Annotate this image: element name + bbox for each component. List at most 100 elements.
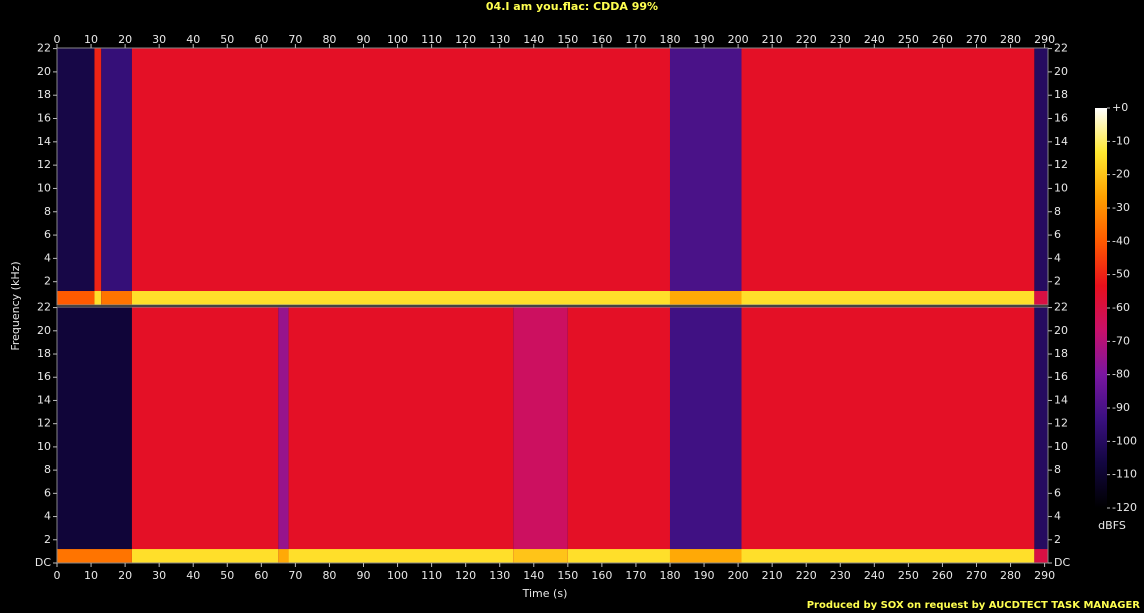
spectrum-segment — [741, 307, 1035, 563]
low-band-segment — [101, 291, 132, 305]
x-tick-label: 260 — [932, 33, 953, 46]
y-tick-label: 4 — [44, 510, 51, 523]
x-tick-label: 280 — [1000, 33, 1021, 46]
x-tick-label: 210 — [762, 33, 783, 46]
x-tick-label: 30 — [152, 33, 166, 46]
x-tick-label: 30 — [152, 569, 166, 582]
y-tick-label: 20 — [37, 324, 51, 337]
low-band-segment — [131, 549, 279, 563]
x-tick-label: 120 — [455, 33, 476, 46]
x-tick-label: 140 — [523, 569, 544, 582]
x-tick-label: 40 — [186, 569, 200, 582]
x-tick-label: 60 — [254, 33, 268, 46]
spectrum-segment — [288, 307, 514, 563]
y-tick-label: 12 — [1054, 417, 1068, 430]
x-tick-label: 150 — [557, 33, 578, 46]
y-tick-label: 8 — [44, 205, 51, 218]
x-tick-label: 160 — [591, 33, 612, 46]
low-band-segment — [669, 291, 742, 305]
y-tick-label: 10 — [1054, 181, 1068, 194]
spectrum-segment — [101, 48, 132, 305]
x-tick-label: 270 — [966, 569, 987, 582]
y-tick-label: 10 — [1054, 440, 1068, 453]
x-tick-label: 0 — [54, 569, 61, 582]
colorbar-tick-label: -40 — [1112, 234, 1130, 247]
low-band-segment — [1034, 549, 1048, 563]
spectrum-segment — [567, 307, 670, 563]
colorbar-tick-label: -110 — [1112, 468, 1137, 481]
x-tick-label: 290 — [1034, 33, 1055, 46]
y-tick-label: 22 — [37, 301, 51, 314]
x-tick-label: 220 — [796, 569, 817, 582]
y-tick-label: 14 — [37, 393, 51, 406]
x-axis-label: Time (s) — [522, 587, 568, 600]
x-tick-label: 120 — [455, 569, 476, 582]
colorbar-tick-label: -90 — [1112, 401, 1130, 414]
x-tick-label: 160 — [591, 569, 612, 582]
colorbar-tick-label: -60 — [1112, 301, 1130, 314]
x-tick-label: 170 — [625, 33, 646, 46]
spectrum-segment — [669, 307, 742, 563]
y-tick-label: 16 — [37, 112, 51, 125]
x-tick-label: 200 — [728, 33, 749, 46]
panel-frame — [56, 306, 1049, 564]
x-tick-label: 240 — [864, 569, 885, 582]
y-tick-label: 8 — [1054, 205, 1061, 218]
y-tick-label: 4 — [1054, 251, 1061, 264]
y-tick-label: DC — [35, 556, 51, 569]
y-tick-label: 6 — [44, 486, 51, 499]
colorbar-label: dBFS — [1098, 519, 1126, 532]
x-tick-label: 180 — [659, 569, 680, 582]
spectrum-segment — [1034, 307, 1048, 563]
y-tick-label: 6 — [44, 228, 51, 241]
y-tick-label: 18 — [37, 347, 51, 360]
y-tick-label: 20 — [1054, 324, 1068, 337]
spectrum-segment — [1034, 48, 1048, 305]
x-tick-label: 100 — [387, 569, 408, 582]
footer: Produced by SOX on request by AUCDTECT T… — [807, 600, 1141, 611]
colorbar-tick-label: -80 — [1112, 368, 1130, 381]
x-tick-label: 280 — [1000, 569, 1021, 582]
y-tick-label: 14 — [1054, 135, 1068, 148]
y-tick-label: 2 — [1054, 533, 1061, 546]
y-axis-label: Frequency (kHz) — [9, 261, 22, 350]
x-tick-label: 90 — [356, 569, 370, 582]
x-tick-label: 110 — [421, 33, 442, 46]
low-band-segment — [1034, 291, 1048, 305]
x-tick-label: 0 — [54, 33, 61, 46]
y-tick-label: 18 — [1054, 347, 1068, 360]
low-band-segment — [57, 549, 132, 563]
x-tick-label: 290 — [1034, 569, 1055, 582]
low-band-segment — [669, 549, 742, 563]
low-band-segment — [741, 291, 1035, 305]
spectrum-segment — [94, 48, 102, 305]
x-tick-label: 230 — [830, 33, 851, 46]
y-tick-label: 16 — [1054, 370, 1068, 383]
x-tick-label: 10 — [84, 569, 98, 582]
y-tick-label: 16 — [1054, 112, 1068, 125]
low-band-segment — [741, 549, 1035, 563]
x-tick-label: 70 — [288, 33, 302, 46]
x-tick-label: 40 — [186, 33, 200, 46]
y-tick-label: 4 — [1054, 510, 1061, 523]
low-band-segment — [567, 549, 670, 563]
x-tick-label: 250 — [898, 569, 919, 582]
x-tick-label: 90 — [356, 33, 370, 46]
low-band-segment — [94, 291, 102, 305]
x-tick-label: 260 — [932, 569, 953, 582]
x-tick-label: 250 — [898, 33, 919, 46]
spectrum-segment — [131, 48, 670, 305]
x-tick-label: 240 — [864, 33, 885, 46]
colorbar-tick-label: -120 — [1112, 501, 1137, 514]
spectrum-segment — [513, 307, 568, 563]
y-tick-label: 6 — [1054, 228, 1061, 241]
x-tick-label: 180 — [659, 33, 680, 46]
x-tick-label: 80 — [322, 569, 336, 582]
x-tick-label: 70 — [288, 569, 302, 582]
low-band-segment — [57, 291, 95, 305]
y-tick-label: 10 — [37, 440, 51, 453]
x-tick-label: 130 — [489, 569, 510, 582]
y-tick-label: 20 — [37, 65, 51, 78]
